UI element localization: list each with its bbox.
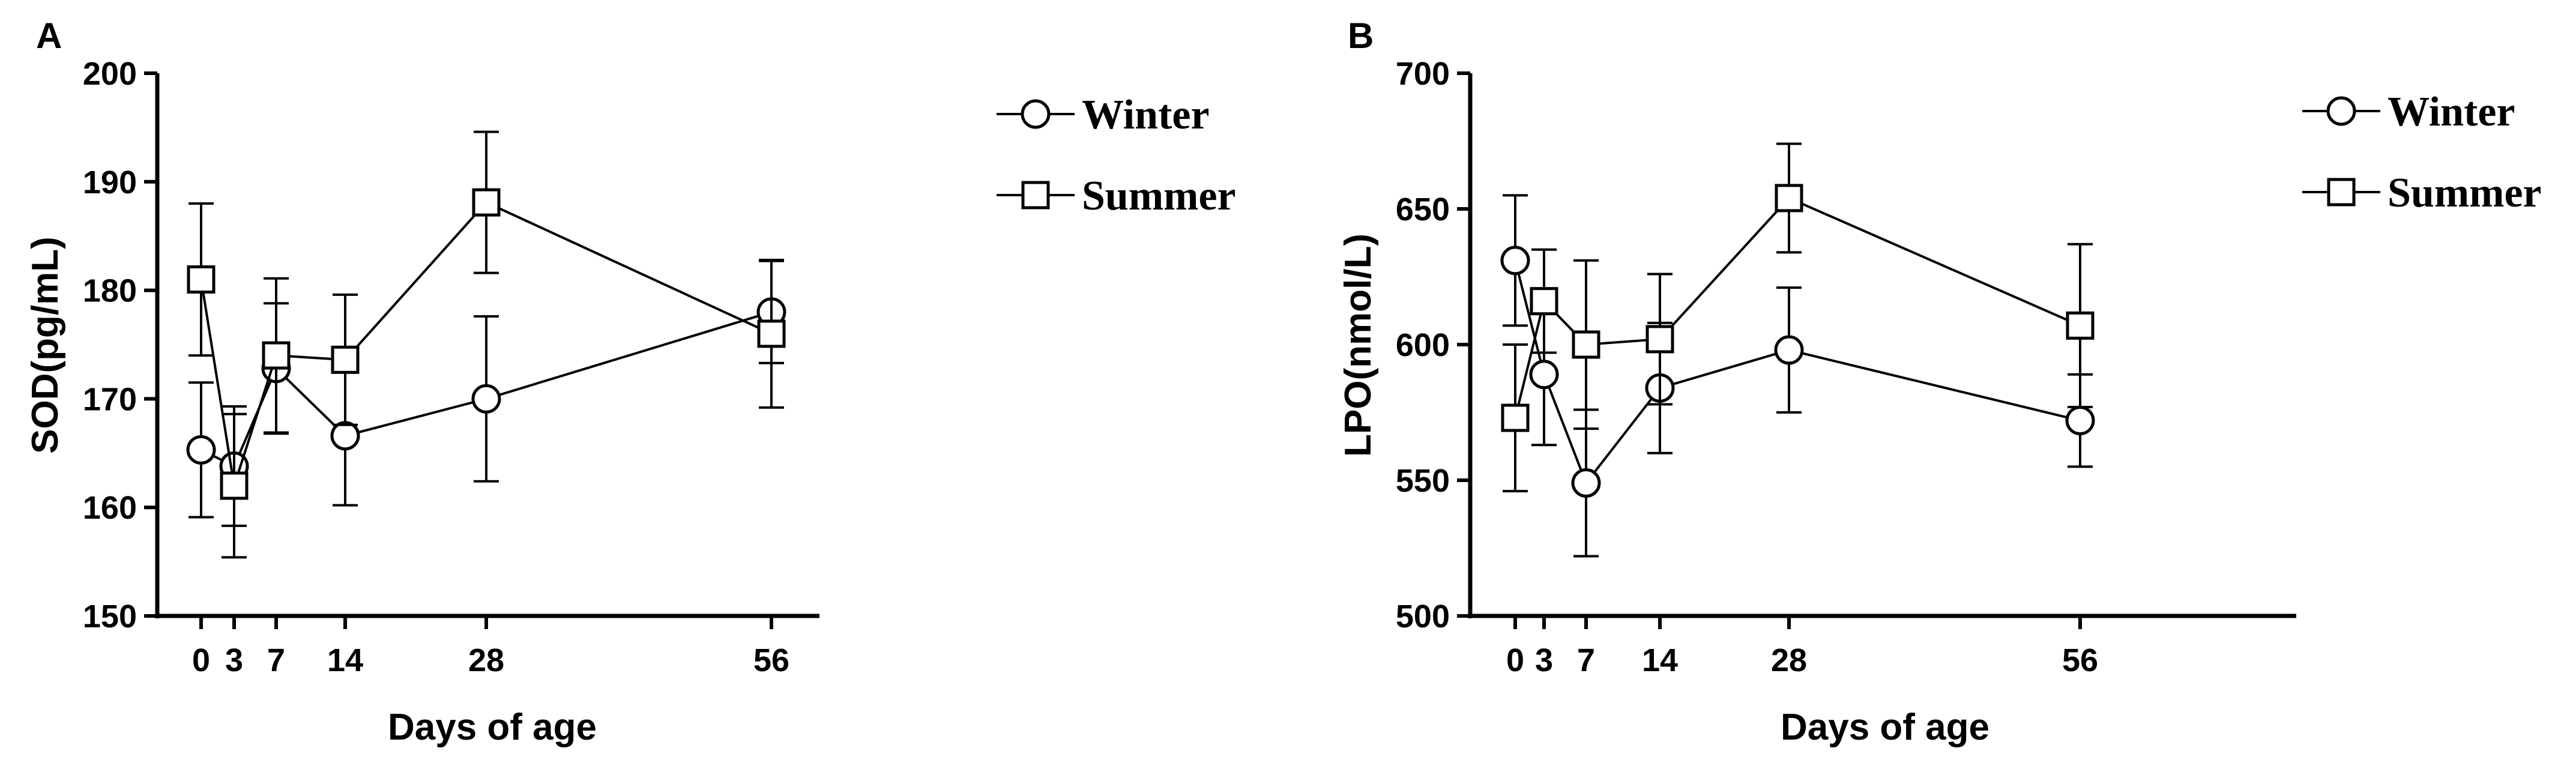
data-point-summer xyxy=(2066,311,2095,340)
series-line-winter xyxy=(1514,260,2081,486)
x-tick-label: 3 xyxy=(1535,642,1553,678)
series-line-summer xyxy=(1514,196,2081,418)
x-tick-label: 56 xyxy=(2062,642,2098,678)
data-point-winter xyxy=(471,384,501,414)
x-tick-label: 0 xyxy=(192,642,210,678)
legend-item-summer: Summer xyxy=(997,173,1236,219)
data-point-summer xyxy=(331,345,360,374)
data-point-summer xyxy=(220,471,249,500)
panel-b-plot xyxy=(1500,142,2095,558)
legend-winter-marker xyxy=(1021,99,1051,129)
y-tick-label: 650 xyxy=(1396,192,1450,228)
y-tick-label: 180 xyxy=(83,273,137,309)
legend-winter-label: Winter xyxy=(2387,89,2515,135)
data-point-summer xyxy=(1501,403,1530,432)
x-tick-label: 56 xyxy=(753,642,789,678)
x-tick-label: 0 xyxy=(1506,642,1524,678)
data-point-winter xyxy=(1571,468,1601,498)
y-tick-label: 550 xyxy=(1396,463,1450,499)
data-point-winter xyxy=(1774,335,1804,365)
data-point-summer xyxy=(1645,325,1674,354)
y-tick-label: 700 xyxy=(1396,56,1450,92)
y-tick-label: 500 xyxy=(1396,599,1450,635)
legend-summer-marker xyxy=(2327,178,2356,207)
data-point-winter xyxy=(2065,406,2095,436)
series-summer xyxy=(187,130,786,559)
x-tick-label: 14 xyxy=(327,642,363,678)
y-tick-label: 160 xyxy=(83,490,137,526)
data-point-summer xyxy=(1775,184,1803,213)
x-tick-label: 7 xyxy=(267,642,285,678)
data-point-summer xyxy=(1530,287,1558,316)
data-point-winter xyxy=(1500,246,1530,276)
x-tick-label: 28 xyxy=(1771,642,1807,678)
y-tick-label: 150 xyxy=(83,599,137,635)
x-tick-label: 28 xyxy=(468,642,504,678)
panel-b-legend: Winter Summer xyxy=(2302,89,2542,216)
series-winter xyxy=(1500,194,2095,558)
series-winter xyxy=(186,259,786,527)
y-tick-label: 200 xyxy=(83,56,137,92)
x-tick-label: 3 xyxy=(225,642,243,678)
panel-b: B 500 550 600 650 700 0 3 7 14 28 56 Days of age L… xyxy=(1338,16,2542,748)
panel-b-y-title: LPO(nmol/L) xyxy=(1338,234,1379,457)
data-point-winter xyxy=(330,421,360,451)
panel-b-ticks: 500 550 600 650 700 0 3 7 14 28 56 xyxy=(1396,56,2098,678)
x-tick-label: 7 xyxy=(1577,642,1595,678)
panel-b-letter: B xyxy=(1348,16,1374,56)
panel-a-y-title: SOD(pg/mL) xyxy=(25,237,66,454)
legend-winter-label: Winter xyxy=(1082,92,1210,138)
panel-a-x-title: Days of age xyxy=(388,707,597,748)
panel-a-letter: A xyxy=(36,16,62,56)
legend-item-winter: Winter xyxy=(2302,89,2515,135)
x-tick-label: 14 xyxy=(1642,642,1678,678)
legend-summer-label: Summer xyxy=(2387,170,2542,216)
data-point-summer xyxy=(472,188,501,217)
panel-a-legend: Winter Summer xyxy=(997,92,1236,219)
data-point-summer xyxy=(187,265,216,294)
legend-summer-label: Summer xyxy=(1082,173,1236,219)
panel-a: A 150 160 170 180 190 200 0 3 7 14 28 56 Days of ag… xyxy=(25,16,1236,748)
panel-b-x-title: Days of age xyxy=(1781,707,1989,748)
panel-a-plot xyxy=(186,130,786,559)
data-point-summer xyxy=(262,341,291,370)
data-point-winter xyxy=(1529,360,1559,390)
legend-winter-marker xyxy=(2326,96,2356,126)
series-line-summer xyxy=(200,201,772,486)
legend-item-summer: Summer xyxy=(2302,170,2542,216)
series-summer xyxy=(1501,142,2095,493)
data-point-winter xyxy=(186,435,216,465)
data-point-summer xyxy=(757,319,786,348)
legend-summer-marker xyxy=(1021,181,1050,210)
legend-item-winter: Winter xyxy=(997,92,1210,138)
y-tick-label: 190 xyxy=(83,164,137,201)
data-point-summer xyxy=(1572,330,1600,359)
panel-a-ticks: 150 160 170 180 190 200 0 3 7 14 28 56 xyxy=(83,56,789,678)
y-tick-label: 600 xyxy=(1396,327,1450,363)
y-tick-label: 170 xyxy=(83,381,137,417)
